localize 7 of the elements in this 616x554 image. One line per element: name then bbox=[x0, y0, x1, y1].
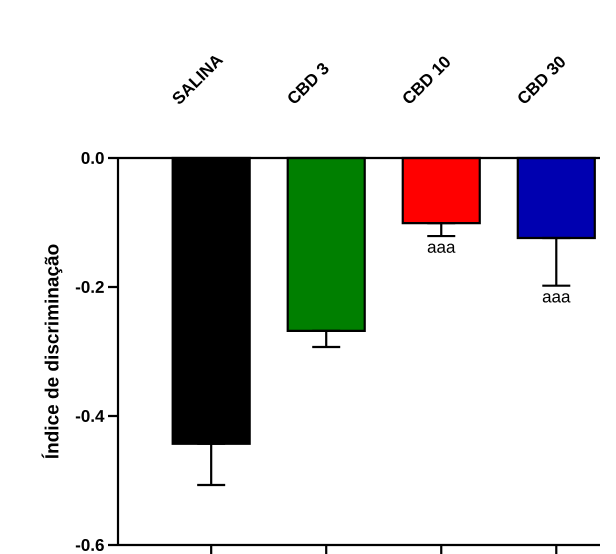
annotation: aaa bbox=[428, 244, 456, 253]
y-tick-label: -0.2 bbox=[76, 280, 104, 294]
y-axis-title: Índice de discriminação bbox=[42, 244, 62, 458]
y-tick-label: -0.4 bbox=[76, 410, 104, 422]
annotation: aaa bbox=[542, 293, 570, 303]
y-tick-label: 0.0 bbox=[82, 152, 104, 164]
y-tick-label: -0.6 bbox=[76, 538, 104, 552]
